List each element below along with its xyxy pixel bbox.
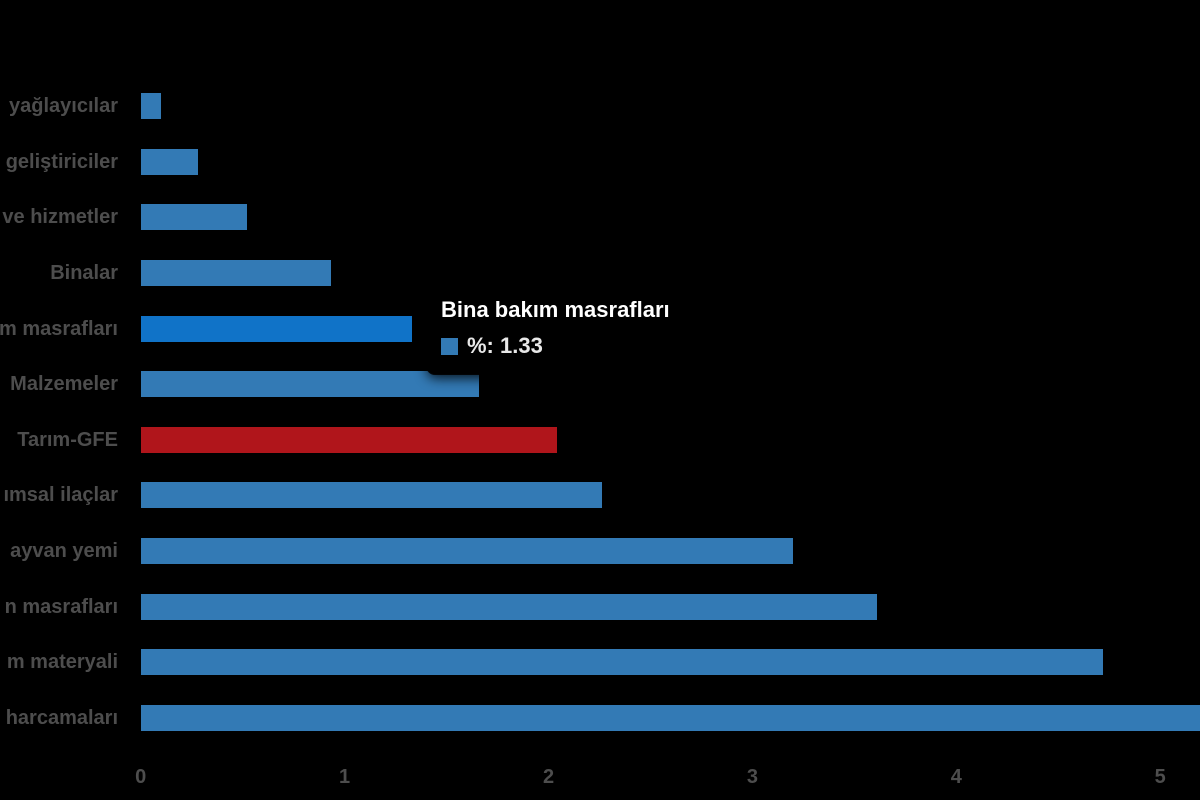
category-bar[interactable] — [141, 649, 1104, 676]
category-bar[interactable] — [141, 148, 199, 175]
tooltip-title: Bina bakım masrafları — [441, 297, 670, 322]
category-bar-emphasis[interactable] — [141, 426, 557, 453]
category-label: m materyali — [6, 651, 118, 674]
category-label: ve hizmetler — [2, 206, 118, 229]
category-bar[interactable] — [141, 93, 162, 119]
x-axis-tick-label: 5 — [1154, 766, 1166, 788]
category-bar[interactable] — [141, 204, 248, 231]
category-label: yağlayıcılar — [9, 95, 118, 117]
x-axis-tick-label: 0 — [135, 766, 147, 788]
tooltip-value: %: 1.33 — [467, 333, 543, 358]
category-label: harcamaları — [5, 707, 118, 730]
category-label: geliştiriciler — [5, 150, 118, 173]
category-bar[interactable] — [141, 593, 878, 620]
category-bar[interactable] — [141, 259, 331, 286]
category-label: ımsal ilaçlar — [3, 484, 118, 507]
category-label: ayvan yemi — [10, 540, 118, 563]
category-bar[interactable] — [141, 482, 602, 509]
x-axis-tick-label: 4 — [950, 766, 962, 788]
tooltip-row: %: 1.33 — [441, 334, 699, 358]
category-bar[interactable] — [141, 705, 1200, 732]
category-label: Malzemeler — [10, 373, 118, 396]
tooltip: Bina bakım masrafları %: 1.33 — [427, 287, 713, 374]
category-label: m masrafları — [0, 317, 118, 340]
category-label: Tarım-GFE — [17, 428, 118, 451]
x-axis-tick-label: 3 — [746, 766, 758, 788]
category-bar[interactable] — [141, 538, 794, 565]
category-bar-highlighted[interactable] — [141, 315, 413, 342]
x-axis-tick-label: 1 — [339, 766, 351, 788]
category-label: n masrafları — [4, 595, 118, 618]
category-bar[interactable] — [141, 371, 480, 398]
tooltip-series-swatch-icon — [441, 337, 458, 355]
category-label: Binalar — [50, 261, 118, 284]
x-axis-tick-label: 2 — [542, 766, 555, 788]
